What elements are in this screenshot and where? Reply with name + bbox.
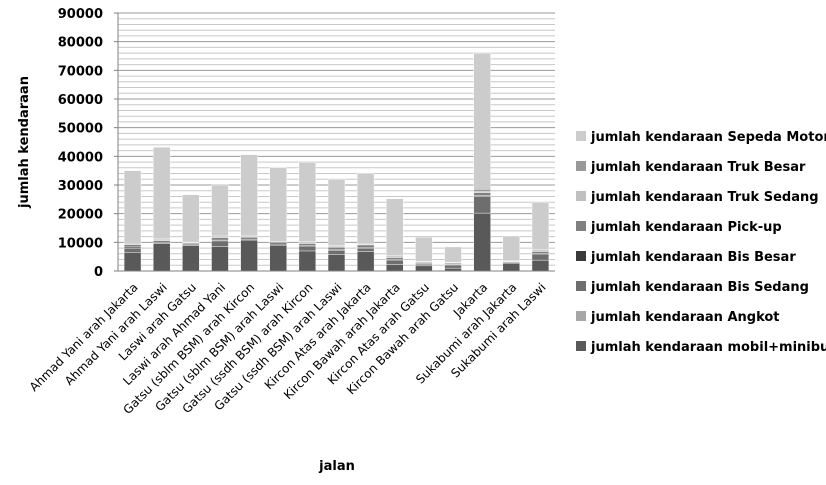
bar-segment [240,239,258,272]
bar-segment [531,201,550,250]
bar-segment [298,162,317,242]
bar-segment [123,252,142,272]
bar-segment [211,246,229,272]
bar-segment [269,244,287,272]
legend-swatch [576,161,586,171]
legend-swatch [576,221,586,231]
bar-segment [386,198,404,257]
bar-segment [298,246,317,252]
y-tick-label: 30000 [58,179,103,194]
bar-segment [211,237,229,241]
legend-swatch [576,131,586,141]
legend-label: jumlah kendaraan Sepeda Motor [590,130,826,145]
y-tick-label: 50000 [58,122,103,137]
legend-label: jumlah kendaraan Pick-up [590,220,782,235]
bar-segment [153,243,171,272]
legend-label: jumlah kendaraan Truk Besar [590,160,806,175]
bar-segment [123,247,142,253]
bar-segment [415,265,433,272]
bar-segment [327,179,346,246]
bar-segment [298,243,317,246]
bar-segment [473,196,491,214]
bar-segment [298,250,317,272]
bar-segment [444,264,462,269]
y-axis-ticks: 0 10000 20000 30000 40000 50000 60000 70000 8000… [58,7,118,280]
bar-segment [386,257,404,261]
bar-segment [502,263,520,272]
legend-label: jumlah kendaraan Truk Sedang [590,190,819,205]
bar-segment [211,184,229,236]
legend-swatch [576,251,586,261]
y-tick-label: 90000 [58,7,103,22]
x-axis-title: jalan [318,459,355,474]
legend-swatch [576,311,586,321]
legend-swatch [576,191,586,201]
bar-segment [153,146,171,240]
legend: jumlah kendaraan Sepeda Motor jumlah kend… [576,130,826,355]
bar-segment [269,241,287,245]
y-tick-label: 70000 [58,64,103,79]
y-tick-label: 40000 [58,150,103,165]
bar-segment [327,247,346,250]
bar-segment [473,189,491,192]
bar-segment [473,192,491,196]
bar-segment [386,260,404,265]
legend-label: jumlah kendaraan Angkot [590,310,780,325]
bar-segment [123,170,142,243]
bar-segment [240,154,258,236]
legend-label: jumlah kendaraan mobil+minibus [590,340,826,355]
bar-segment [327,250,346,255]
bar-segment [153,240,171,244]
legend-label: jumlah kendaraan Bis Besar [590,250,796,265]
bar-segment [182,194,200,243]
plot-area [117,12,555,272]
bar-segment [356,251,375,272]
y-tick-label: 0 [94,265,103,280]
bar-segment [356,173,375,244]
bar-segment [473,52,491,190]
bar-segment [356,244,375,248]
legend-label: jumlah kendaraan Bis Sedang [590,280,809,295]
y-axis-title: jumlah kendaraan [17,76,32,209]
bar-segment [386,264,404,272]
bar-segment [444,246,462,263]
bar-segment [269,167,287,241]
bar-segment [531,259,550,272]
legend-swatch [576,281,586,291]
bar-segment [356,247,375,252]
bar-segment [531,254,550,261]
bar-segment [415,236,433,262]
bar-segment [473,212,491,272]
bars [123,52,550,272]
legend-swatch [576,341,586,351]
bar-segment [240,236,258,240]
bar-segment [211,240,229,247]
y-tick-label: 60000 [58,93,103,108]
bar-segment [531,251,550,255]
bar-segment [182,242,200,246]
y-tick-label: 20000 [58,208,103,223]
bar-segment [327,254,346,272]
bar-segment [502,235,520,261]
bar-segment [415,263,433,267]
y-tick-label: 10000 [58,236,103,251]
bar-segment [182,245,200,272]
y-tick-label: 80000 [58,36,103,51]
bar-segment [123,244,142,248]
